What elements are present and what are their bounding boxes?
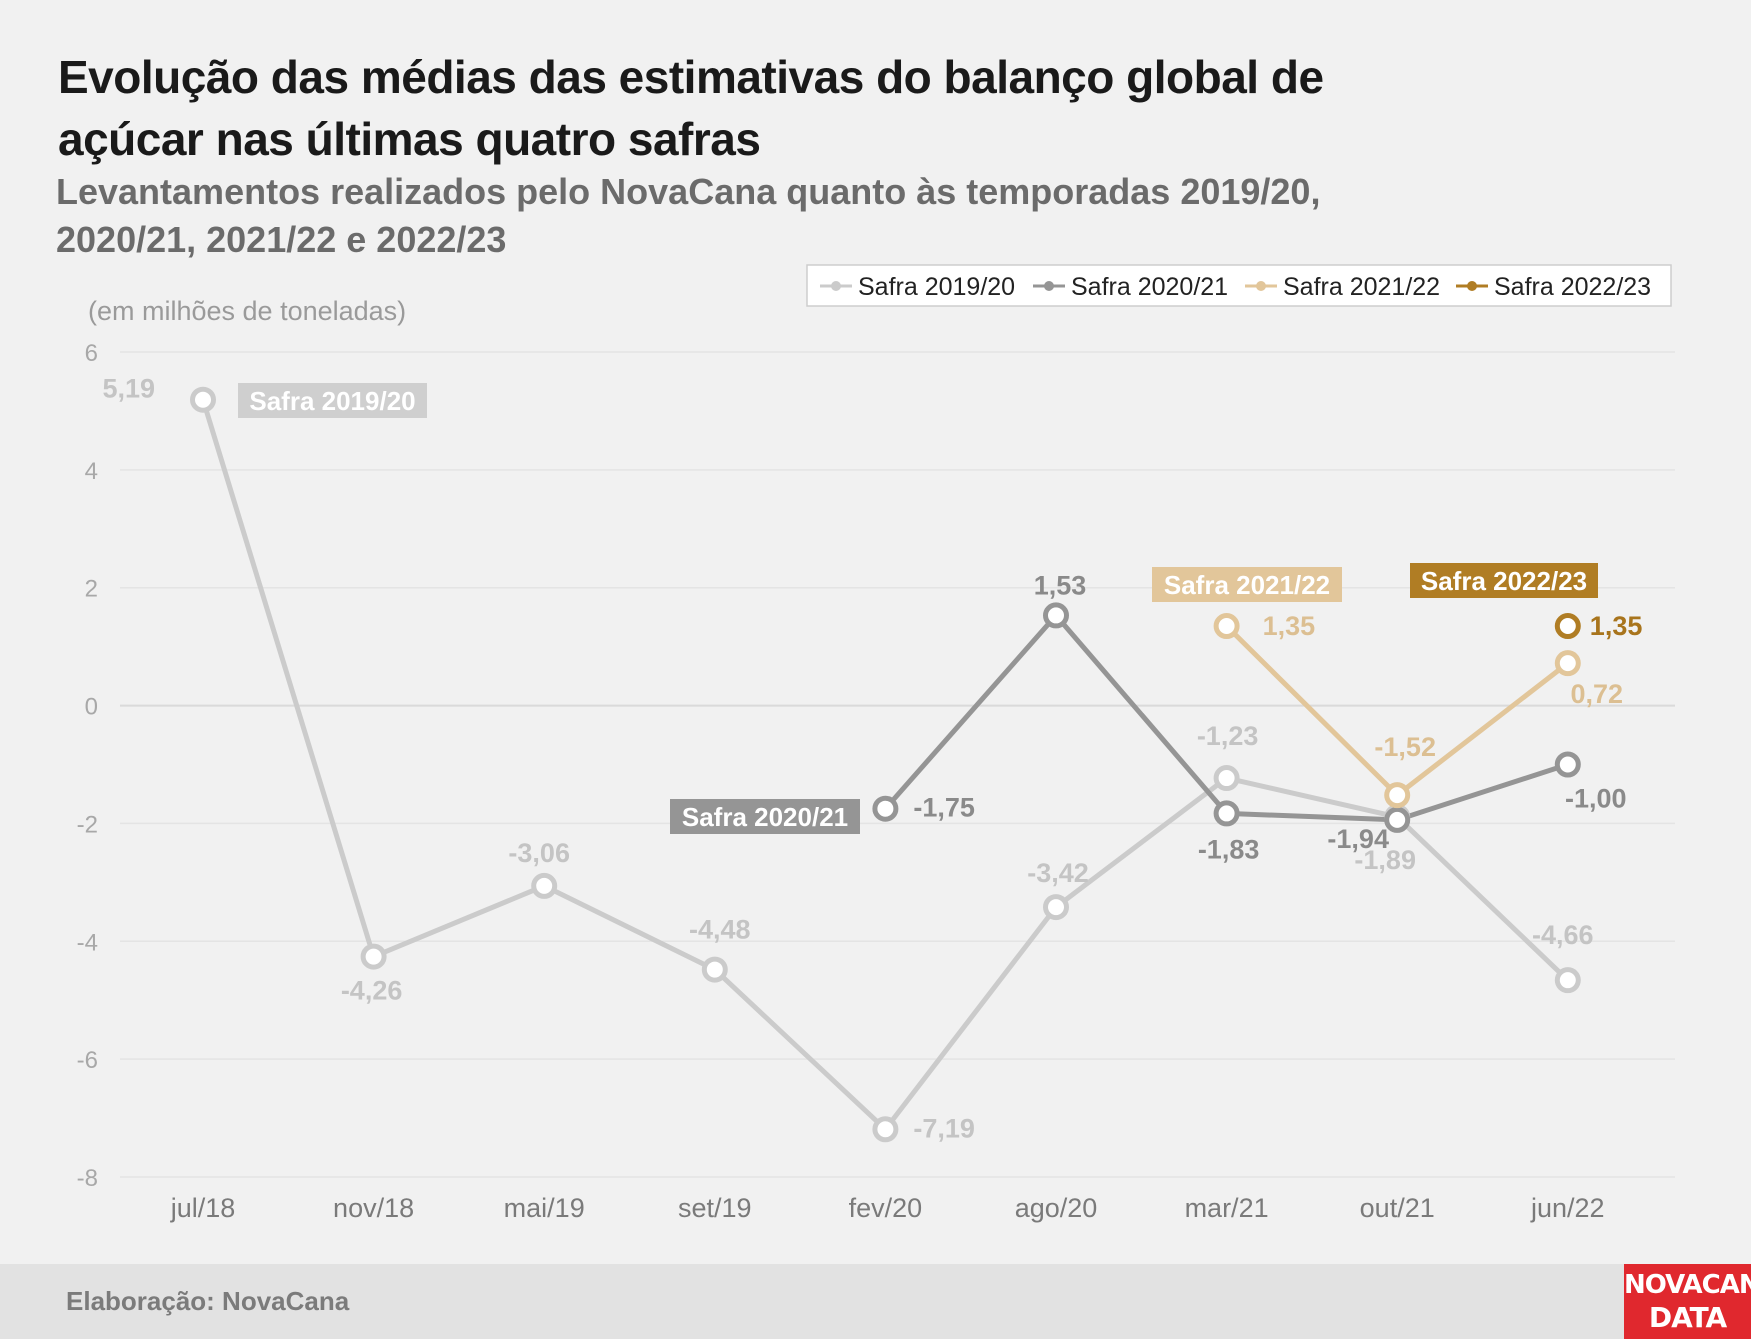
- legend-swatch-dot: [1044, 281, 1054, 291]
- x-tick-label: mai/19: [504, 1193, 585, 1223]
- source-credit: Elaboração: NovaCana: [66, 1286, 350, 1316]
- data-point: [701, 956, 728, 983]
- data-point: [1554, 751, 1581, 778]
- y-tick-label: -6: [77, 1047, 98, 1074]
- data-label: -7,19: [913, 1113, 975, 1143]
- data-label: -4,26: [341, 976, 403, 1006]
- series-line-3: [1224, 623, 1571, 798]
- data-label: 5,19: [102, 374, 155, 404]
- data-point: [1554, 613, 1581, 640]
- legend-swatch-dot: [1256, 281, 1266, 291]
- series-annotations: Safra 2019/20 Safra 2020/21 Safra 2021/22 S…: [238, 383, 1598, 834]
- data-label: 1,35: [1590, 611, 1643, 641]
- series-lines: [200, 397, 1571, 1132]
- data-point: [1043, 602, 1069, 629]
- data-point: [872, 1116, 899, 1143]
- data-point: [1554, 967, 1581, 994]
- annotation-box: [670, 799, 860, 834]
- chart-title: Evolução das médias das estimativas do b…: [58, 51, 1324, 165]
- y-tick-label: 6: [85, 340, 98, 367]
- logo-text-top: NOVACANA: [1624, 1270, 1751, 1300]
- legend-swatch-dot: [831, 281, 841, 291]
- y-tick-label: 4: [85, 458, 98, 485]
- grid-lines: [120, 351, 1675, 1178]
- legend-swatch-dot: [1467, 281, 1477, 291]
- data-label: -1,00: [1565, 784, 1627, 814]
- data-point: [1554, 650, 1581, 677]
- data-label: -1,89: [1354, 845, 1416, 875]
- data-label: -1,23: [1197, 721, 1259, 751]
- annotation-label: Safra 2021/22: [1164, 570, 1330, 600]
- x-tick-label: set/19: [678, 1193, 752, 1223]
- data-label: -1,94: [1327, 824, 1389, 854]
- data-label: 0,72: [1571, 679, 1624, 709]
- annotation-box: [1152, 567, 1342, 602]
- x-tick-label: jun/22: [1530, 1193, 1605, 1223]
- chart-legend: Safra 2019/20 Safra 2020/21 Safra 2021/22 S…: [806, 264, 1672, 307]
- series-points: [190, 386, 1581, 1143]
- data-point: [1384, 782, 1411, 809]
- data-point: [1043, 894, 1069, 921]
- x-tick-label: fev/20: [849, 1193, 923, 1223]
- data-label: 1,35: [1263, 611, 1316, 641]
- annotation-label: Safra 2022/23: [1421, 566, 1587, 596]
- footer-bar: Elaboração: NovaCana: [0, 1264, 1751, 1339]
- data-label: -3,06: [508, 838, 570, 868]
- data-point: [531, 872, 558, 899]
- y-tick-label: -8: [77, 1165, 98, 1192]
- y-tick-label: -2: [77, 811, 98, 838]
- x-tick-label: ago/20: [1015, 1193, 1098, 1223]
- legend-box: [806, 264, 1672, 307]
- annotation-label: Safra 2020/21: [682, 802, 848, 832]
- x-tick-label: nov/18: [333, 1193, 414, 1223]
- y-tick-label: 0: [85, 694, 98, 721]
- data-point: [1213, 613, 1240, 640]
- legend-item-label: Safra 2019/20: [858, 273, 1015, 301]
- data-label: 1,53: [1034, 570, 1087, 600]
- logo-text-bottom: DATA: [1648, 1301, 1727, 1334]
- novacana-data-logo: NOVACANA DATA: [1624, 1264, 1751, 1339]
- data-point: [1384, 806, 1411, 833]
- data-labels: 5,19-4,26-3,06-4,48-7,19-3,42-1,23-1,89-…: [102, 374, 1642, 1144]
- y-tick-label: -4: [77, 929, 98, 956]
- data-label: -1,52: [1374, 732, 1436, 762]
- annotation-box: [1410, 563, 1598, 598]
- y-axis: 6 4 2 0 -2 -4 -6 -8: [77, 340, 98, 1192]
- data-label: -3,42: [1027, 858, 1089, 888]
- data-point: [190, 386, 216, 413]
- x-tick-label: out/21: [1360, 1193, 1435, 1223]
- legend-item-label: Safra 2020/21: [1071, 273, 1228, 301]
- data-label: -1,83: [1198, 834, 1260, 864]
- data-point: [1213, 765, 1240, 792]
- y-axis-unit-label: (em milhões de toneladas): [88, 296, 406, 326]
- x-tick-label: jul/18: [170, 1193, 236, 1223]
- line-chart: Safra 2019/20 Safra 2020/21 Safra 2021/22 S…: [77, 264, 1675, 1223]
- x-tick-label: mar/21: [1185, 1193, 1269, 1223]
- annotation-label: Safra 2019/20: [249, 386, 415, 416]
- x-axis: jul/18 nov/18 mai/19 set/19 fev/20 ago/20 mar/…: [170, 1193, 1605, 1223]
- data-point: [360, 943, 387, 970]
- data-point: [1213, 800, 1240, 827]
- data-point: [872, 795, 899, 822]
- data-label: -4,48: [689, 915, 751, 945]
- annotation-box: [238, 383, 427, 418]
- legend-item-label: Safra 2022/23: [1494, 273, 1651, 301]
- legend-item-label: Safra 2021/22: [1283, 273, 1440, 301]
- chart-subtitle: Levantamentos realizados pelo NovaCana q…: [56, 171, 1321, 260]
- data-label: -1,75: [913, 793, 975, 823]
- y-tick-label: 2: [85, 576, 98, 603]
- data-label: -4,66: [1532, 920, 1594, 950]
